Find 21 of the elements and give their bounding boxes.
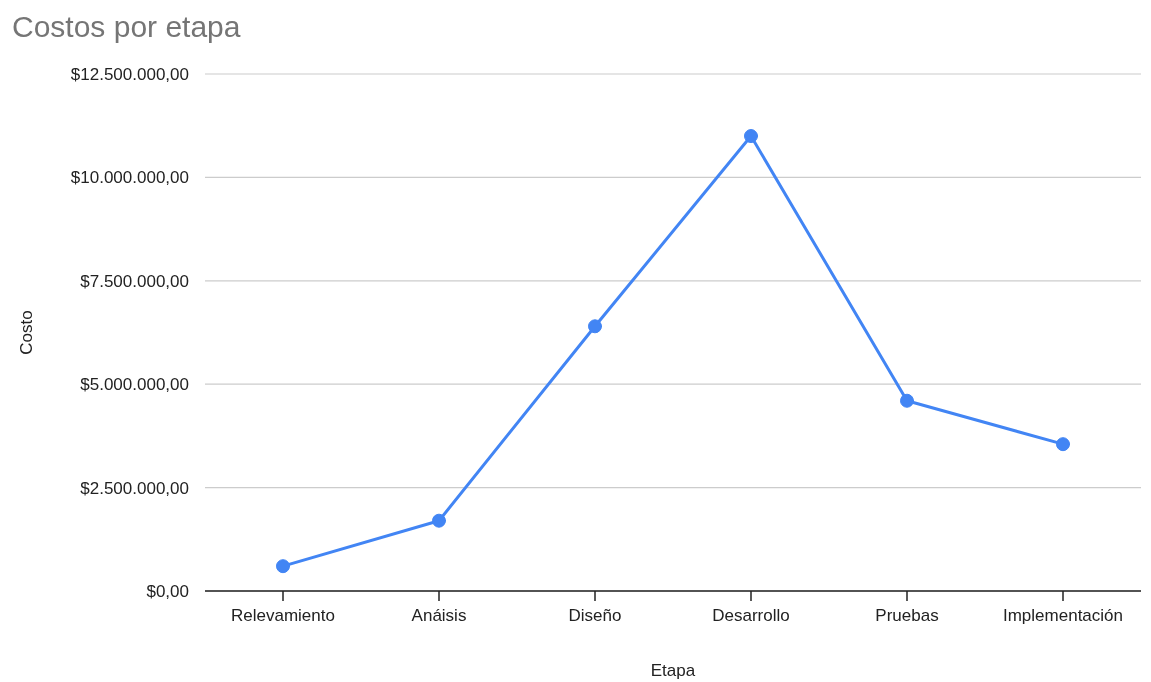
x-tick-label: Anáisis (411, 606, 467, 626)
point (1056, 437, 1070, 452)
chart-title: Costos por etapa (12, 10, 241, 44)
x-tick-label: Implementación (1002, 606, 1124, 626)
y-tick-label: $7.500.000,00 (80, 271, 189, 291)
y-axis-title: Costo (17, 310, 37, 355)
y-tick-label: $0,00 (146, 582, 189, 602)
point (276, 559, 290, 574)
y-tick-label: $10.000.000,00 (70, 168, 189, 188)
x-tick-label: Pruebas (875, 606, 939, 626)
y-tick-label: $2.500.000,00 (80, 478, 189, 498)
point (744, 129, 758, 144)
y-tick-label: $5.000.000,00 (80, 375, 189, 395)
point (588, 319, 602, 334)
y-tick-label: $12.500.000,00 (70, 65, 189, 85)
x-tick-label: Diseño (568, 606, 622, 626)
x-tick-label: Desarrollo (712, 606, 790, 626)
point (432, 513, 446, 528)
point (900, 393, 914, 408)
x-axis-title: Etapa (650, 661, 696, 680)
x-tick-label: Relevamiento (231, 606, 335, 626)
